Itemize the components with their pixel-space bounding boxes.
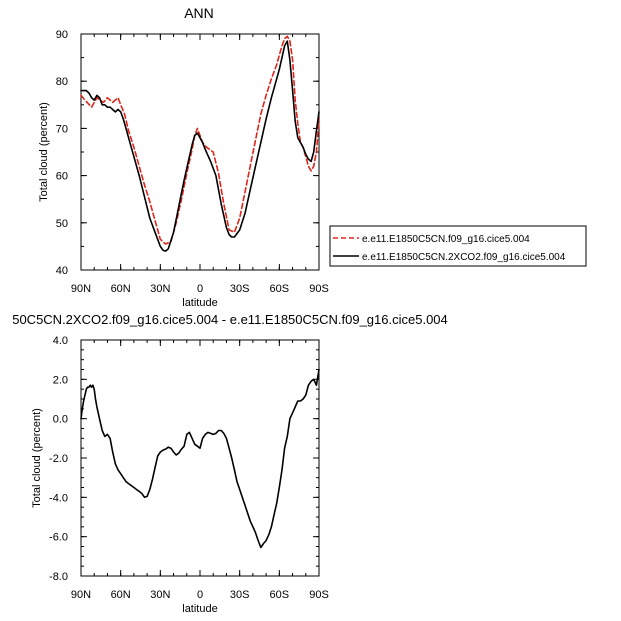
top-x-axis-label: latitude <box>182 297 217 309</box>
bottom-y-tick-label: 4.0 <box>53 335 68 347</box>
top-ticks: 90N 60N 30N 0 30S 60S 90S 40 50 60 70 80 90 <box>56 29 329 295</box>
bottom-y-tick-label: 2.0 <box>53 374 68 386</box>
top-y-tick-label: 60 <box>56 171 68 183</box>
top-panel: ANN 90N 60N 30N 0 30S 60S 90S 40 50 60 70 80 90 lati… <box>38 5 329 309</box>
top-y-tick-label: 70 <box>56 123 68 135</box>
bottom-y-tick-label: 0.0 <box>53 414 68 426</box>
bottom-y-tick-label: -8.0 <box>49 571 68 583</box>
bottom-y-tick-label: -4.0 <box>49 492 68 504</box>
bottom-y-tick-label: -2.0 <box>49 453 68 465</box>
top-series-line-2 <box>80 40 320 252</box>
legend-box <box>329 225 587 267</box>
top-y-tick-label: 40 <box>56 265 68 277</box>
top-x-tick-label: 60N <box>111 283 131 295</box>
top-x-tick-label: 90N <box>71 283 91 295</box>
top-x-tick-label: 60S <box>270 283 290 295</box>
bottom-x-tick-label: 60N <box>111 589 131 601</box>
top-x-tick-label: 90S <box>309 283 329 295</box>
legend-label-2xco2: e.e11.E1850C5CN.2XCO2.f09_g16.cice5.004 <box>362 252 566 263</box>
top-y-axis-label: Total cloud (percent) <box>38 102 50 202</box>
top-chart-title: ANN <box>184 5 214 21</box>
bottom-ticks: 90N 60N 30N 0 30S 60S 90S -8.0 -6.0 -4.0 -2.0 0.0 2.… <box>49 335 329 601</box>
bottom-y-axis-label: Total cloud (percent) <box>31 408 43 508</box>
bottom-y-tick-label: -6.0 <box>49 532 68 544</box>
bottom-x-tick-label: 60S <box>270 589 290 601</box>
top-y-tick-label: 90 <box>56 29 68 41</box>
top-series-line-1 <box>80 35 320 245</box>
bottom-x-tick-label: 0 <box>197 589 203 601</box>
bottom-series-line-1 <box>80 368 320 549</box>
bottom-series <box>80 368 320 549</box>
top-y-tick-label: 50 <box>56 218 68 230</box>
top-x-tick-label: 30S <box>230 283 250 295</box>
top-y-tick-label: 80 <box>56 76 68 88</box>
top-x-tick-label: 0 <box>197 283 203 295</box>
top-x-tick-label: 30N <box>150 283 170 295</box>
legend: e.e11.E1850C5CN.f09_g16.cice5.004 e.e11.… <box>329 225 587 267</box>
bottom-x-tick-label: 90S <box>309 589 329 601</box>
bottom-x-tick-label: 90N <box>71 589 91 601</box>
bottom-panel: 50C5CN.2XCO2.f09_g16.cice5.004 - e.e11.E… <box>12 312 448 615</box>
top-series <box>80 35 320 252</box>
bottom-x-axis-label: latitude <box>182 603 217 615</box>
bottom-x-tick-label: 30S <box>230 589 250 601</box>
bottom-x-tick-label: 30N <box>150 589 170 601</box>
legend-label-control: e.e11.E1850C5CN.f09_g16.cice5.004 <box>362 234 530 245</box>
top-plot-frame <box>80 33 320 271</box>
bottom-chart-title: 50C5CN.2XCO2.f09_g16.cice5.004 - e.e11.E… <box>12 312 448 327</box>
